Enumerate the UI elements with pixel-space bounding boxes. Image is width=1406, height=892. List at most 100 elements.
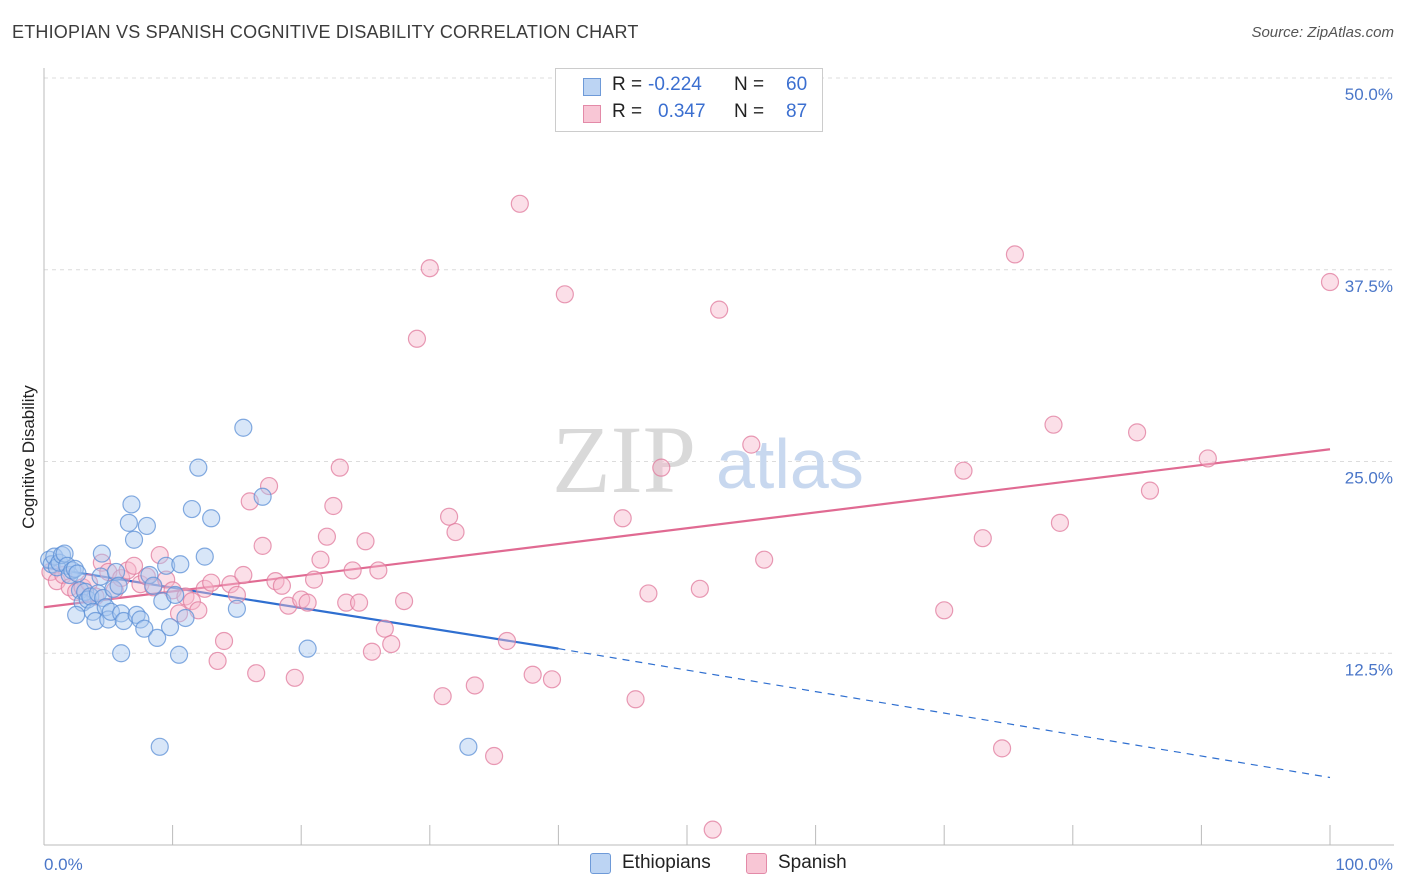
ethiopian-point (195, 547, 214, 566)
spanish-point (337, 593, 356, 612)
ethiopian-point (67, 605, 86, 625)
watermark-zip: ZIP (552, 406, 696, 513)
ethiopian-point (122, 495, 141, 514)
x-tick-label-min: 0.0% (44, 855, 83, 874)
y-tick-label: 25.0% (1345, 469, 1393, 488)
ethiopian-point (91, 567, 110, 586)
x-tick-label-max: 100.0% (1335, 855, 1393, 874)
ethiopian-point (189, 458, 208, 477)
spanish-point (202, 573, 221, 592)
spanish-point (124, 556, 144, 575)
spanish-point (169, 604, 189, 623)
spanish-point (639, 584, 658, 603)
spanish-point (1044, 415, 1063, 434)
y-tick-label: 50.0% (1345, 85, 1393, 104)
spanish-swatch (583, 105, 601, 123)
spanish-point (626, 690, 645, 709)
ethiopian-point (176, 608, 195, 628)
spanish-point (259, 476, 279, 496)
ethiopian-point (459, 737, 478, 756)
spanish-point (992, 739, 1012, 758)
spanish-point (227, 585, 246, 605)
ethiopian-point (157, 556, 176, 575)
spanish-point (150, 545, 169, 565)
spanish-point (304, 570, 324, 589)
ethiopian-point (144, 576, 163, 595)
spanish-point (298, 593, 317, 612)
ethiopian-point (92, 544, 111, 563)
spanish-point (118, 561, 137, 580)
ethiopian-point (109, 576, 128, 595)
spanish-point (1320, 272, 1340, 292)
ethiopian-point (234, 418, 253, 437)
spanish-point (935, 601, 954, 620)
y-tick-label: 12.5% (1345, 660, 1393, 679)
spanish-point (510, 194, 529, 213)
ethiopian-point (112, 644, 131, 663)
r-label: R = (612, 101, 643, 122)
ethiopians-swatch (583, 78, 601, 96)
ethiopians-legend-swatch (590, 853, 611, 874)
tick-labels: 12.5% 25.0% 37.5% 50.0% 0.0% 100.0% Cognitive … (19, 85, 1393, 874)
ethiopian-point (140, 565, 159, 585)
spanish-point (973, 529, 992, 548)
spanish-point (382, 634, 401, 654)
spanish-point (1050, 513, 1070, 532)
spanish-point (272, 576, 292, 595)
spanish-point (613, 509, 632, 528)
y-tick-label: 37.5% (1345, 277, 1393, 296)
spanish-point (356, 532, 375, 551)
spanish-point (311, 550, 330, 569)
ethiopian-point (298, 639, 317, 658)
axes (43, 68, 1394, 846)
spanish-legend-swatch (746, 853, 767, 874)
ethiopian-point (137, 516, 156, 536)
spanish-point (253, 536, 272, 555)
spanish-point (742, 435, 761, 454)
spanish-point (703, 820, 722, 839)
spanish-point (221, 575, 240, 594)
data-points (40, 194, 1340, 839)
spanish-point (755, 550, 774, 569)
ethiopian-point (119, 513, 138, 532)
ethiopian-point (166, 585, 185, 605)
spanish-point (343, 561, 362, 580)
spanish-point (446, 522, 465, 542)
spanish-point (555, 285, 574, 304)
legend-row-spanish: R = 0.347 N = 87 (556, 101, 822, 127)
spanish-trend-line (43, 448, 1331, 609)
ethiopians-legend-label: Ethiopians (622, 852, 711, 873)
ethiopian-point (182, 499, 201, 519)
watermark-atlas: atlas (716, 425, 864, 503)
source-label: Source: ZipAtlas.com (1251, 24, 1394, 41)
spanish-point (420, 259, 439, 278)
ethiopian-point (202, 509, 221, 528)
ethiopian-point (171, 555, 190, 574)
spanish-point (542, 670, 562, 689)
spanish-point (710, 300, 729, 319)
y-axis-title: Cognitive Disability (19, 385, 38, 529)
watermark: ZIP atlas (552, 406, 864, 513)
ethiopian-point (253, 487, 272, 506)
chart-title: ETHIOPIAN VS SPANISH COGNITIVE DISABILIT… (12, 22, 639, 42)
spanish-point (652, 458, 671, 477)
spanish-point (465, 676, 484, 695)
ethiopians-trend-extension (558, 648, 1331, 779)
spanish-point (362, 642, 382, 661)
ethiopian-point (68, 564, 87, 583)
spanish-point (1198, 449, 1217, 468)
spanish-point (485, 746, 504, 766)
ethiopian-point (131, 610, 150, 629)
ethiopian-point (150, 737, 169, 756)
spanish-point (234, 565, 253, 585)
ethiopian-point (148, 628, 167, 648)
spanish-point (214, 631, 234, 651)
spanish-point (407, 329, 427, 348)
spanish-point (208, 651, 227, 671)
spanish-point (523, 665, 542, 684)
ethiopian-point (124, 530, 144, 549)
spanish-point (439, 507, 459, 526)
spanish-point (1140, 481, 1160, 500)
spanish-point (1005, 245, 1025, 264)
spanish-point (285, 668, 304, 687)
